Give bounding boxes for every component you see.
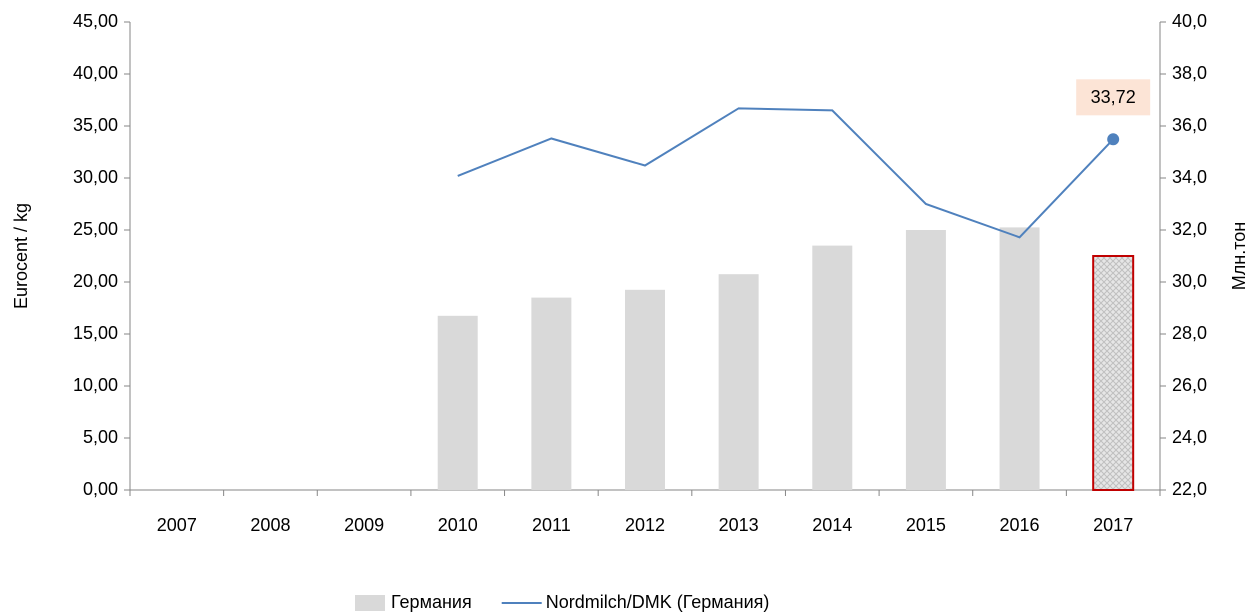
x-tick-label: 2016 — [1000, 515, 1040, 535]
y-tick-label: 45,00 — [73, 11, 118, 31]
y2-tick-label: 32,0 — [1172, 219, 1207, 239]
y2-tick-label: 24,0 — [1172, 427, 1207, 447]
y-tick-label: 10,00 — [73, 375, 118, 395]
y2-tick-label: 38,0 — [1172, 63, 1207, 83]
y-tick-label: 40,00 — [73, 63, 118, 83]
line — [457, 107, 1114, 239]
y2-tick-label: 36,0 — [1172, 115, 1207, 135]
y2-tick-label: 22,0 — [1172, 479, 1207, 499]
y-tick-label: 20,00 — [73, 271, 118, 291]
x-tick-label: 2017 — [1093, 515, 1133, 535]
bar — [625, 289, 665, 490]
bar — [1092, 255, 1135, 491]
y-axis-title: Eurocent / kg — [11, 203, 31, 309]
data-label-box — [1076, 79, 1151, 116]
point — [1107, 133, 1120, 146]
legend-label: Nordmilch/DMK (Германия) — [546, 592, 770, 612]
bar — [718, 274, 759, 490]
y2-axis-title: Млн.тон — [1229, 222, 1249, 290]
x-tick-label: 2012 — [625, 515, 665, 535]
y2-tick-label: 28,0 — [1172, 323, 1207, 343]
y-tick-label: 0,00 — [83, 479, 118, 499]
data-label: 33,72 — [1091, 87, 1136, 107]
x-tick-label: 2013 — [719, 515, 759, 535]
legend-label: Германия — [391, 592, 472, 612]
y2-tick-label: 40,0 — [1172, 11, 1207, 31]
y2-tick-label: 30,0 — [1172, 271, 1207, 291]
bar — [999, 227, 1040, 490]
x-tick-label: 2015 — [906, 515, 946, 535]
legend-swatch — [355, 595, 385, 611]
y-tick-label: 5,00 — [83, 427, 118, 447]
y-tick-label: 25,00 — [73, 219, 118, 239]
y-tick-label: 15,00 — [73, 323, 118, 343]
x-tick-label: 2010 — [438, 515, 478, 535]
bar — [437, 315, 478, 490]
x-tick-label: 2009 — [344, 515, 384, 535]
y2-tick-label: 34,0 — [1172, 167, 1207, 187]
y-tick-label: 35,00 — [73, 115, 118, 135]
x-tick-label: 2007 — [157, 515, 197, 535]
x-tick-label: 2014 — [812, 515, 852, 535]
y-tick-label: 30,00 — [73, 167, 118, 187]
x-tick-label: 2008 — [250, 515, 290, 535]
x-tick-label: 2011 — [532, 515, 571, 535]
bar — [905, 230, 946, 490]
bar — [812, 245, 853, 490]
y2-tick-label: 26,0 — [1172, 375, 1207, 395]
bar — [531, 297, 572, 490]
